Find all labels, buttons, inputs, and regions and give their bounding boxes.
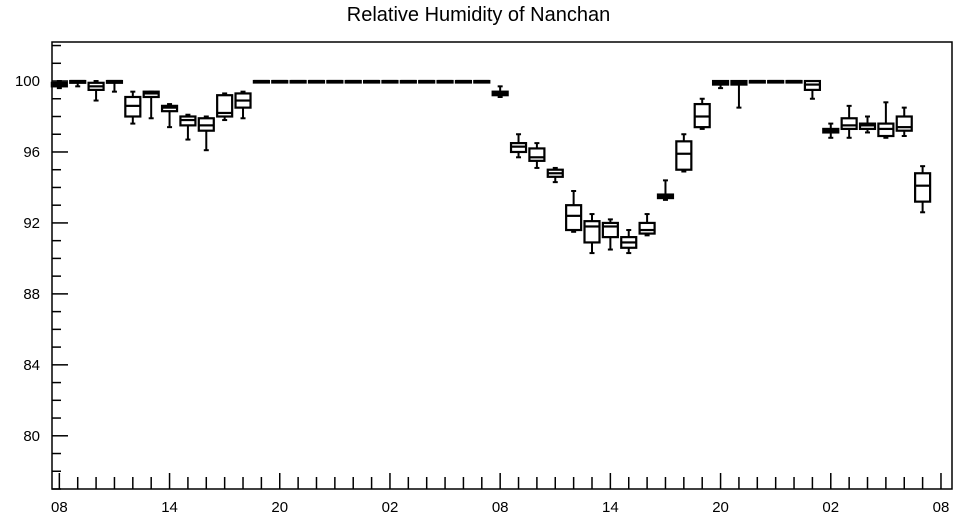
box-plot-item <box>252 79 270 84</box>
box-plot-item <box>822 122 840 139</box>
x-tick-label: 08 <box>51 499 68 516</box>
box-plot-item <box>307 79 326 84</box>
box-plot-item <box>69 79 87 88</box>
boxes-layer <box>50 79 932 255</box>
x-tick-label: 14 <box>161 499 178 516</box>
box-plot-item <box>656 179 675 201</box>
box-plot-item <box>216 92 234 122</box>
box-plot-item <box>583 213 601 255</box>
box-plot-item <box>620 229 638 255</box>
box-plot-item <box>528 142 546 169</box>
box-plot-item <box>381 79 399 84</box>
box-plot-item <box>87 80 105 102</box>
y-tick-label: 96 <box>23 144 40 161</box>
x-tick-label: 20 <box>712 499 729 516</box>
box <box>675 140 693 171</box>
box <box>583 220 601 244</box>
box-plot-item <box>693 97 711 130</box>
x-tick-label: 14 <box>602 499 619 516</box>
box <box>840 117 858 131</box>
x-axis: 08 14 20 02 08 14 20 02 08 <box>51 473 949 516</box>
box-plot-item <box>326 79 344 84</box>
box <box>601 221 619 239</box>
box-plot-item <box>638 213 656 237</box>
box <box>528 147 546 162</box>
box-plot-item <box>601 218 619 251</box>
box-plot-item <box>234 90 252 120</box>
box-plot-item <box>289 79 307 84</box>
box-plot-item <box>840 104 858 139</box>
box-plot-item <box>491 85 509 98</box>
y-axis: 80 84 88 92 96 100 <box>15 44 68 490</box>
box-plot-item <box>105 79 124 93</box>
box-plot-item <box>344 79 362 84</box>
box-plot-item <box>124 90 142 125</box>
box-plot-item <box>803 79 822 100</box>
box-plot-item <box>399 79 417 84</box>
box-plot-item <box>730 79 748 109</box>
y-tick-label: 92 <box>23 215 40 232</box>
box-plot-item <box>877 101 895 139</box>
box-plot-item <box>785 79 803 84</box>
box-plot-item <box>858 115 877 134</box>
box-plot-item <box>142 90 160 120</box>
box-plot-item <box>565 190 583 233</box>
x-tick-label: 02 <box>382 499 399 516</box>
box-plot-item <box>50 80 68 90</box>
box-plot-item <box>895 106 913 138</box>
box <box>216 94 234 118</box>
box-plot-item <box>473 79 491 84</box>
x-tick-label: 20 <box>271 499 288 516</box>
y-tick-label: 88 <box>23 286 40 303</box>
box-plot-item <box>271 79 289 84</box>
box <box>914 172 932 203</box>
box-plot-item <box>546 166 564 184</box>
x-tick-label: 02 <box>822 499 839 516</box>
y-tick-label: 84 <box>23 357 40 374</box>
box <box>638 221 656 235</box>
box-plot-item <box>160 103 179 129</box>
box-plot-item <box>748 79 766 84</box>
chart-title: Relative Humidity of Nanchan <box>346 4 611 26</box>
box-plot-item <box>179 113 197 141</box>
box-plot-item <box>675 133 693 173</box>
box-plot-item <box>197 115 215 152</box>
box-plot-item <box>454 79 473 84</box>
box <box>895 115 913 132</box>
box-plot-item <box>362 79 381 84</box>
plot-frame <box>51 41 953 490</box>
box <box>565 204 583 232</box>
box-plot-item <box>418 79 436 84</box>
box-plot-item <box>767 79 785 84</box>
x-tick-label: 08 <box>492 499 509 516</box>
box-plot-item <box>711 79 730 90</box>
box-plot-item <box>509 133 528 159</box>
x-tick-label: 08 <box>933 499 950 516</box>
box-plot-item <box>436 79 454 84</box>
y-tick-label: 80 <box>23 428 40 445</box>
box-plot-item <box>914 165 932 214</box>
y-tick-label: 100 <box>15 73 40 90</box>
